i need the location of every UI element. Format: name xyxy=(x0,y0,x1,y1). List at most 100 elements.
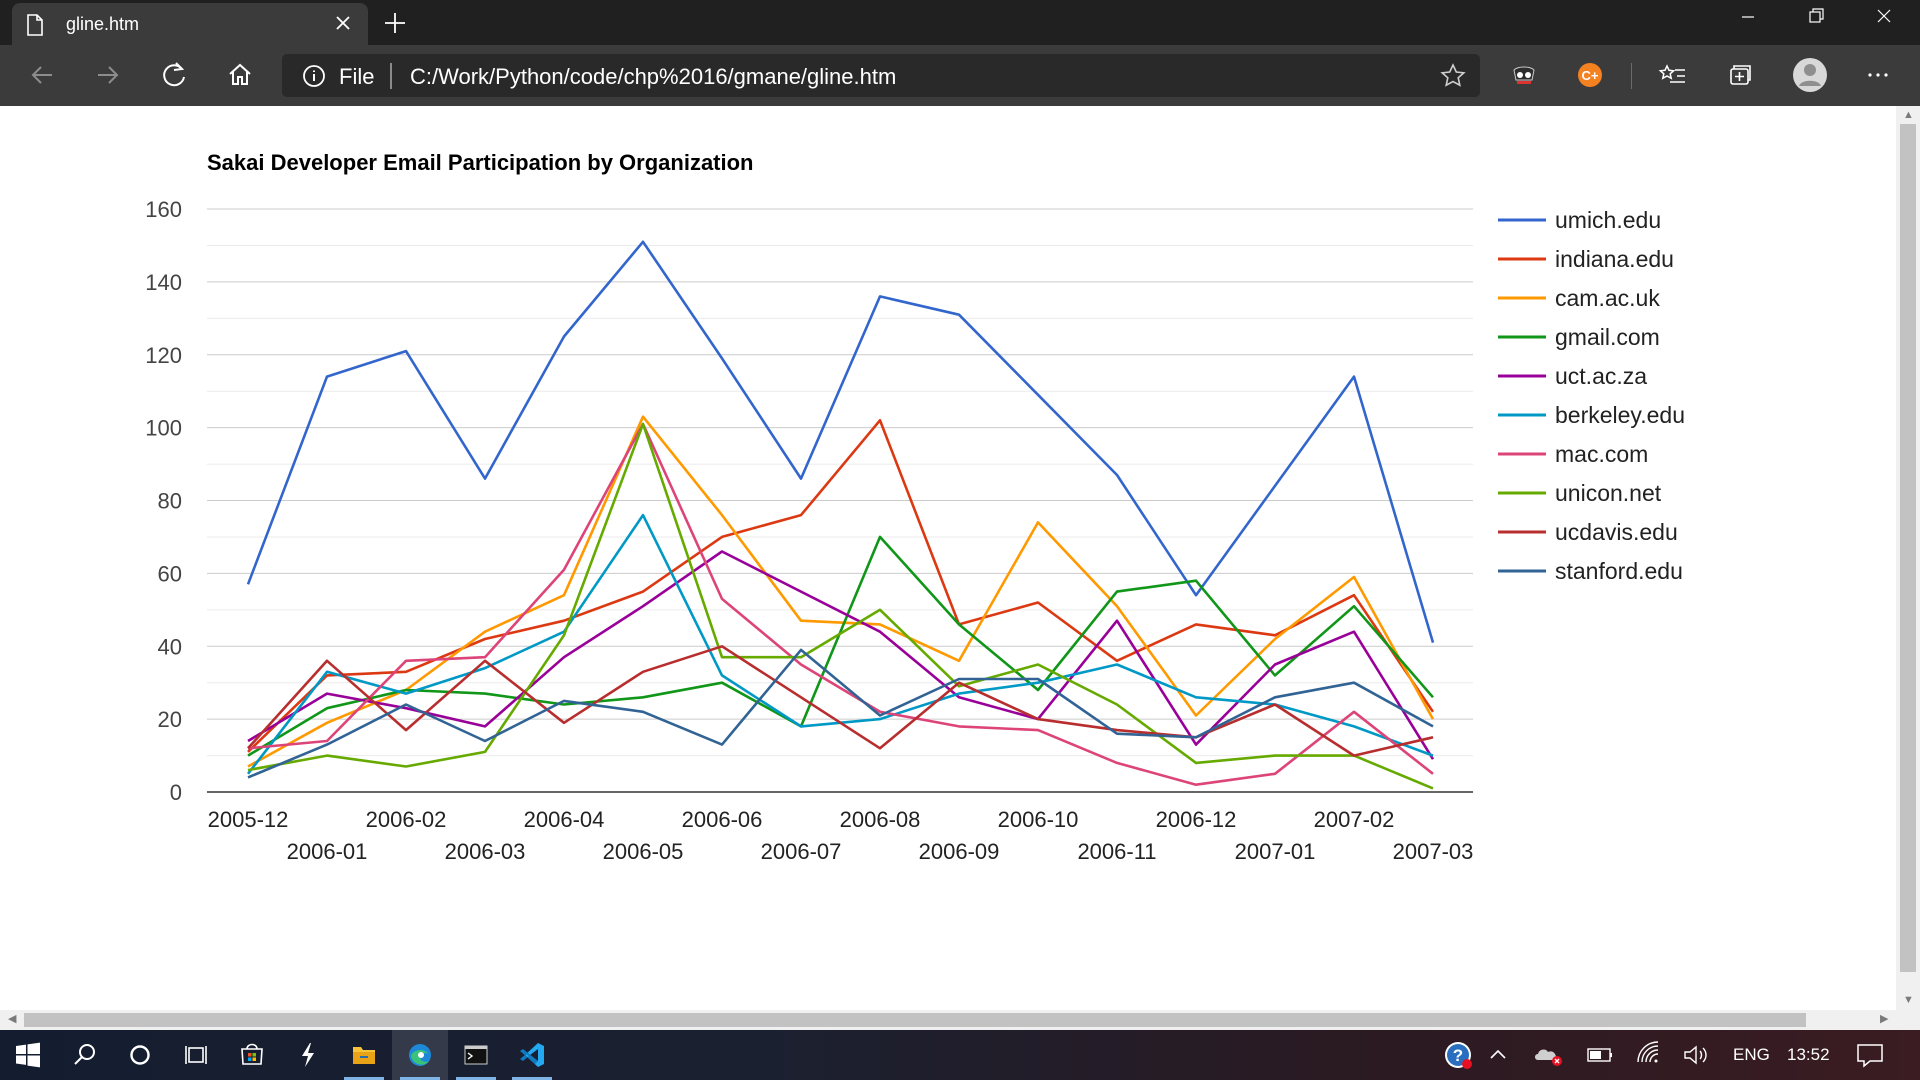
language-indicator[interactable]: ENG xyxy=(1733,1045,1770,1064)
series-line xyxy=(246,240,1435,643)
scroll-up-icon[interactable]: ▲ xyxy=(1903,109,1914,121)
edge-icon[interactable] xyxy=(392,1030,448,1080)
browser-tab[interactable]: gline.htm xyxy=(12,3,368,45)
y-tick-label: 100 xyxy=(145,416,182,441)
favorite-star-icon[interactable] xyxy=(1440,63,1466,94)
forward-icon[interactable] xyxy=(90,57,126,93)
chart-legend: umich.edu indiana.edu cam.ac.uk gmail.com uc… xyxy=(1498,207,1685,584)
y-tick-label: 160 xyxy=(145,197,182,222)
legend-label: ucdavis.edu xyxy=(1555,519,1678,545)
help-icon[interactable]: ? xyxy=(1430,1030,1486,1080)
new-tab-icon[interactable] xyxy=(378,6,412,40)
search-icon[interactable] xyxy=(56,1030,112,1080)
task-view-icon[interactable] xyxy=(168,1030,224,1080)
x-tick-label: 2006-10 xyxy=(998,807,1079,832)
page-icon xyxy=(26,14,44,41)
avatar-icon[interactable] xyxy=(1790,55,1830,95)
file-explorer-icon[interactable] xyxy=(336,1030,392,1080)
x-tick-label: 2006-03 xyxy=(445,839,526,864)
onedrive-icon[interactable] xyxy=(1526,1030,1574,1080)
y-tick-label: 140 xyxy=(145,270,182,295)
series-line xyxy=(247,415,1435,768)
show-hidden-icons-icon[interactable] xyxy=(1478,1030,1518,1080)
chart-title: Sakai Developer Email Participation by O… xyxy=(207,150,754,175)
y-axis: 0 20 40 60 80 100 120 140 160 xyxy=(145,197,182,805)
series-line xyxy=(247,535,1434,757)
x-tick-label: 2006-07 xyxy=(761,839,842,864)
address-url[interactable]: C:/Work/Python/code/chp%2016/gmane/gline… xyxy=(410,64,897,89)
y-tick-label: 80 xyxy=(158,489,182,514)
running-indicator xyxy=(512,1077,552,1080)
taskbar: ? ENG 13:52 xyxy=(0,1030,1920,1080)
close-tab-icon[interactable] xyxy=(330,10,356,36)
info-icon[interactable] xyxy=(302,64,326,93)
y-tick-label: 0 xyxy=(170,780,182,805)
x-tick-label: 2007-02 xyxy=(1314,807,1395,832)
y-tick-label: 40 xyxy=(158,634,182,659)
more-menu-icon[interactable] xyxy=(1860,57,1896,93)
back-icon[interactable] xyxy=(24,57,60,93)
battery-icon[interactable] xyxy=(1578,1030,1622,1080)
restore-icon[interactable] xyxy=(1786,0,1846,36)
cortana-icon[interactable] xyxy=(112,1030,168,1080)
line-chart: Sakai Developer Email Participation by O… xyxy=(145,150,1685,864)
svg-text:?: ? xyxy=(1453,1046,1463,1065)
scroll-left-icon[interactable]: ◀ xyxy=(8,1013,17,1025)
clock[interactable]: 13:52 xyxy=(1787,1045,1830,1064)
series-line xyxy=(247,422,1434,787)
y-tick-label: 60 xyxy=(158,561,182,586)
x-tick-label: 2006-12 xyxy=(1156,807,1237,832)
x-tick-label: 2005-12 xyxy=(208,807,289,832)
store-icon[interactable] xyxy=(224,1030,280,1080)
refresh-icon[interactable] xyxy=(156,57,192,93)
vertical-scrollbar[interactable]: ▲ ▼ xyxy=(1896,106,1920,1010)
series-line xyxy=(247,648,1434,779)
vertical-scroll-thumb[interactable] xyxy=(1900,124,1916,972)
extension-mask-icon[interactable] xyxy=(1506,57,1542,93)
series-line xyxy=(247,644,1434,757)
x-tick-label: 2006-01 xyxy=(287,839,368,864)
chart-series xyxy=(246,240,1435,790)
x-tick-label: 2006-11 xyxy=(1077,839,1156,864)
x-axis: 2005-12 2006-01 2006-02 2006-03 2006-04 2006-… xyxy=(208,807,1474,864)
series-line xyxy=(247,422,1434,790)
x-tick-label: 2006-06 xyxy=(682,807,763,832)
start-icon[interactable] xyxy=(0,1030,56,1080)
address-bar[interactable]: File C:/Work/Python/code/chp%2016/gmane/… xyxy=(282,54,1480,97)
power-automate-icon[interactable] xyxy=(280,1030,336,1080)
legend-label: unicon.net xyxy=(1555,480,1662,506)
legend-label: gmail.com xyxy=(1555,324,1660,350)
vscode-icon[interactable] xyxy=(504,1030,560,1080)
y-tick-label: 20 xyxy=(158,707,182,732)
extension-badge-label: C+ xyxy=(1582,68,1599,83)
toolbar-divider xyxy=(1631,63,1632,89)
horizontal-scroll-thumb[interactable] xyxy=(24,1013,1806,1027)
legend-label: umich.edu xyxy=(1555,207,1661,233)
tab-strip: gline.htm xyxy=(0,0,1920,45)
running-indicator xyxy=(400,1077,440,1080)
y-tick-label: 120 xyxy=(145,343,182,368)
home-icon[interactable] xyxy=(222,57,258,93)
x-tick-label: 2007-01 xyxy=(1235,839,1316,864)
wifi-icon[interactable] xyxy=(1626,1030,1670,1080)
x-tick-label: 2007-03 xyxy=(1393,839,1474,864)
close-window-icon[interactable] xyxy=(1854,0,1914,36)
scroll-down-icon[interactable]: ▼ xyxy=(1903,994,1914,1006)
chart-grid xyxy=(207,208,1473,793)
horizontal-scrollbar[interactable]: ◀ ▶ xyxy=(0,1010,1920,1030)
x-tick-label: 2006-09 xyxy=(919,839,1000,864)
x-tick-label: 2006-05 xyxy=(603,839,684,864)
running-indicator xyxy=(344,1077,384,1080)
terminal-icon[interactable] xyxy=(448,1030,504,1080)
minimize-icon[interactable] xyxy=(1718,0,1778,36)
volume-icon[interactable] xyxy=(1674,1030,1718,1080)
favorites-icon[interactable] xyxy=(1656,57,1692,93)
address-scheme: File xyxy=(339,64,375,89)
legend-label: mac.com xyxy=(1555,441,1648,467)
notifications-icon[interactable] xyxy=(1843,1030,1897,1080)
legend-label: cam.ac.uk xyxy=(1555,285,1660,311)
collections-icon[interactable] xyxy=(1722,57,1758,93)
scroll-right-icon[interactable]: ▶ xyxy=(1880,1013,1889,1025)
extension-badge-icon[interactable]: C+ xyxy=(1572,57,1608,93)
legend-label: stanford.edu xyxy=(1555,558,1683,584)
